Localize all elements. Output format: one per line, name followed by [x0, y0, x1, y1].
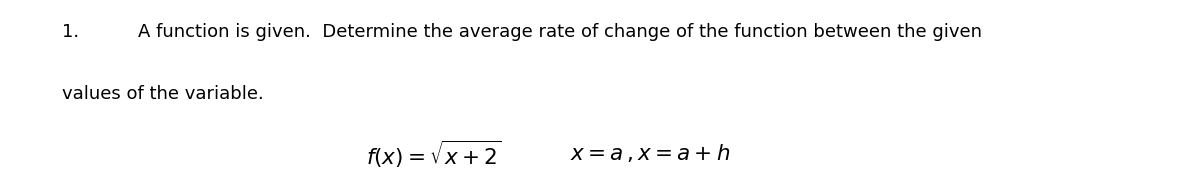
Text: 1.: 1. — [62, 23, 79, 41]
Text: A function is given.  Determine the average rate of change of the function betwe: A function is given. Determine the avera… — [138, 23, 982, 41]
Text: values of the variable.: values of the variable. — [62, 85, 264, 103]
Text: $x = a\,,x = a+h$: $x = a\,,x = a+h$ — [570, 143, 731, 165]
Text: $f(x) = \sqrt{x+2}$: $f(x) = \sqrt{x+2}$ — [366, 139, 502, 170]
